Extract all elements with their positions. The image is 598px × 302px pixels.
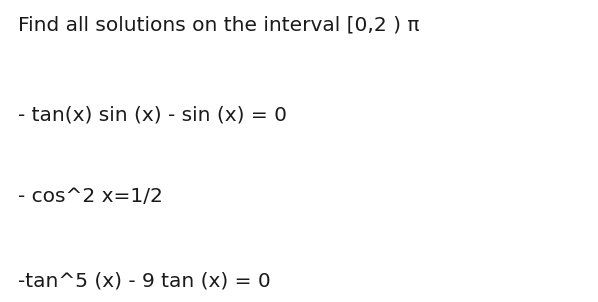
- Text: Find all solutions on the interval [0,2 ) π: Find all solutions on the interval [0,2 …: [18, 15, 419, 34]
- Text: -tan^5 (x) - 9 tan (x) = 0: -tan^5 (x) - 9 tan (x) = 0: [18, 272, 271, 291]
- Text: - tan(x) sin (x) - sin (x) = 0: - tan(x) sin (x) - sin (x) = 0: [18, 106, 287, 125]
- Text: - cos^2 x=1/2: - cos^2 x=1/2: [18, 187, 163, 206]
